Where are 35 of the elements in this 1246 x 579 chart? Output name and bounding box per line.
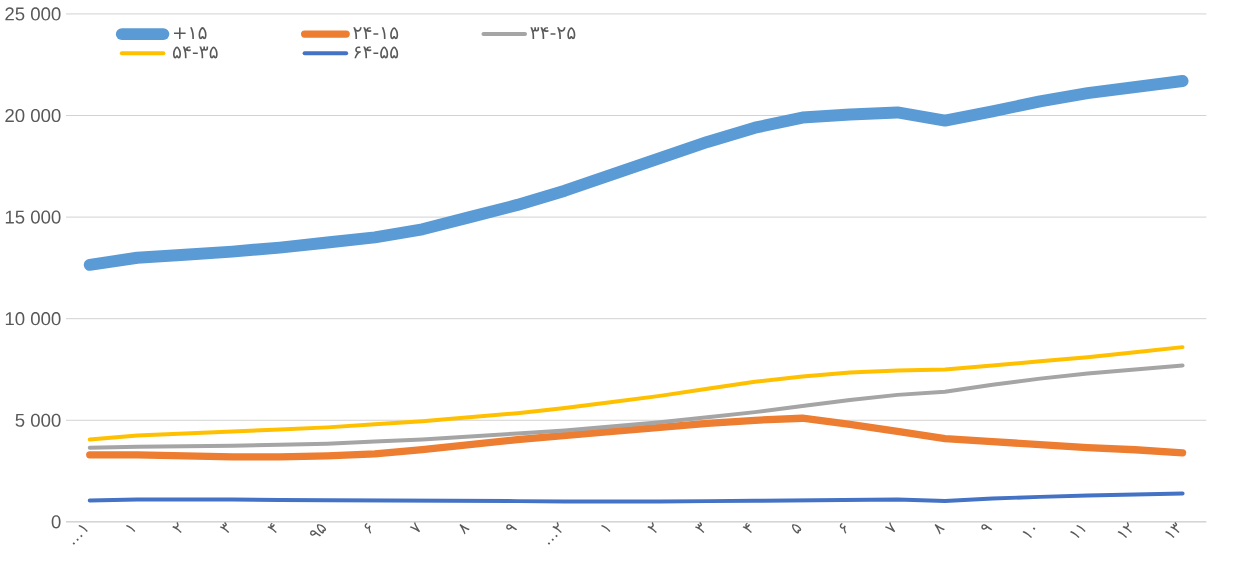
x-tick-label: ۳ [219,522,230,534]
x-tick-label: ۴ [267,522,277,534]
x-tick-label: ۴ [742,522,752,534]
x-tick-label: ۸ [459,524,470,535]
x-tick-label: ۲ [647,522,657,534]
y-tick-label: 15 000 [5,210,61,224]
x-tick-label: ۶ [839,523,847,534]
legend-label: ۲۴-۱۵ [353,27,399,40]
x-tick-label: ۷ [884,522,896,533]
x-tick-label: ۱ [125,525,136,533]
x-tick-label: ۱۲ [1117,522,1133,539]
x-tick-label: …۲ [547,522,562,545]
x-tick-label: ۱۳ [1165,522,1180,539]
x-tick-label: ۶ [364,523,372,534]
x-tick-label: ۹۵ [310,524,327,537]
x-tick-label: …۱ [72,525,88,545]
x-tick-label: ۸ [934,524,945,535]
x-tick-label: ۹ [981,524,993,531]
y-tick-label: 10 000 [5,312,61,326]
x-tick-label: ۲ [172,522,182,534]
x-tick-label: ۹ [506,524,518,531]
y-tick-label: 5 000 [15,413,61,428]
legend-label: ۵۴-۳۵ [172,46,218,59]
x-tick-label: ۵ [792,524,802,534]
legend-label: ۶۴-۵۵ [354,46,399,59]
y-tick-label: 25 000 [5,7,61,21]
x-tick-label: ۱۱ [1070,525,1086,539]
x-tick-label: ۱۰ [1022,527,1036,539]
legend-label: ۳۴-۲۵ [530,27,576,40]
y-tick-label: 20 000 [5,109,61,123]
x-tick-label: ۷ [409,522,421,533]
x-tick-label: ۳ [694,522,705,534]
y-tick-label: 0 [51,515,61,529]
x-tick-label: ۱ [600,525,611,533]
legend-label: +۱۵ [173,27,207,40]
